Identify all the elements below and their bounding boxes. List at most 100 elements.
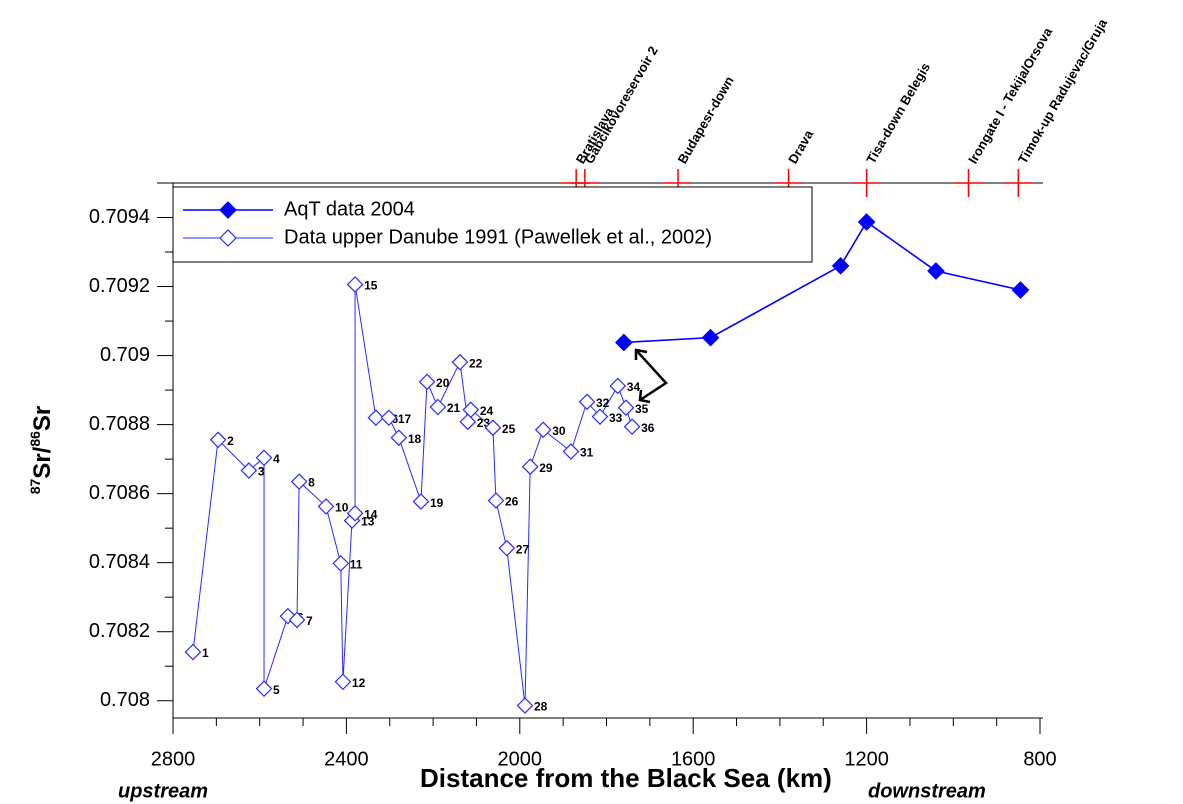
point bbox=[498, 539, 516, 557]
point bbox=[346, 504, 364, 522]
point bbox=[429, 398, 447, 416]
point bbox=[459, 413, 477, 431]
point bbox=[614, 333, 633, 352]
point-label: 4 bbox=[273, 452, 280, 466]
arrow bbox=[634, 348, 668, 404]
annotation: upstream bbox=[118, 780, 208, 802]
point bbox=[451, 353, 469, 371]
point-label: 11 bbox=[350, 558, 363, 572]
legend-box bbox=[172, 186, 813, 263]
x-tick-label: 2800 bbox=[151, 748, 196, 770]
series-line bbox=[192, 284, 633, 706]
point-label: 24 bbox=[480, 404, 494, 418]
point-label: 21 bbox=[447, 401, 461, 415]
point bbox=[487, 492, 505, 509]
point bbox=[317, 498, 335, 515]
y-tick-label: 0.7094 bbox=[89, 206, 150, 228]
y-tick-label: 0.7084 bbox=[89, 551, 150, 573]
y-tick-label: 0.7086 bbox=[89, 482, 150, 504]
point bbox=[332, 555, 350, 572]
y-tick-label: 0.7088 bbox=[89, 413, 150, 435]
point bbox=[367, 409, 385, 427]
point-label: 8 bbox=[308, 476, 315, 490]
site-marker bbox=[852, 169, 881, 197]
point-label: 5 bbox=[273, 683, 280, 697]
point-label: 25 bbox=[502, 422, 516, 436]
point-label: 32 bbox=[596, 396, 610, 410]
point-label: 22 bbox=[469, 356, 483, 370]
point bbox=[562, 443, 580, 460]
point bbox=[380, 409, 398, 427]
point-label: 26 bbox=[505, 495, 519, 509]
x-tick-label: 800 bbox=[1023, 748, 1056, 770]
point bbox=[255, 680, 273, 698]
point-label: 33 bbox=[609, 411, 623, 425]
point bbox=[578, 393, 596, 411]
point bbox=[462, 401, 480, 419]
point-label: 15 bbox=[364, 279, 378, 293]
point bbox=[184, 643, 202, 661]
point-label: 36 bbox=[641, 421, 655, 435]
x-tick-label: 2400 bbox=[324, 748, 369, 770]
point bbox=[279, 607, 297, 625]
y-label-part: 86 bbox=[27, 431, 43, 447]
point-label: 19 bbox=[430, 496, 444, 510]
point bbox=[623, 418, 641, 436]
point bbox=[334, 673, 352, 691]
point-label: 3 bbox=[258, 465, 265, 479]
site-label: Gabcikovoreservoir 2 bbox=[581, 44, 660, 167]
site-label: Timok-up Radujevac/Gruja bbox=[1015, 16, 1111, 167]
point bbox=[412, 493, 430, 510]
y-tick-label: 0.708 bbox=[100, 689, 150, 711]
annotation: downstream bbox=[868, 780, 986, 802]
series-line bbox=[623, 220, 1021, 344]
point-label: 13 bbox=[361, 515, 375, 529]
point-label: 12 bbox=[352, 676, 366, 690]
point bbox=[534, 421, 552, 439]
point bbox=[290, 473, 308, 490]
legend-marker bbox=[219, 229, 237, 247]
point bbox=[418, 373, 436, 391]
y-tick-label: 0.709 bbox=[100, 344, 150, 366]
point-label: 30 bbox=[552, 424, 566, 438]
y-axis-label: 87Sr/86Sr bbox=[27, 406, 57, 495]
point-label: 31 bbox=[580, 446, 594, 460]
site-label: Drava bbox=[785, 127, 816, 166]
point-label: 20 bbox=[436, 376, 450, 390]
point bbox=[617, 399, 635, 417]
legend-label: Data upper Danube 1991 (Pawellek et al.,… bbox=[284, 226, 712, 248]
point bbox=[831, 256, 850, 275]
point-label: 18 bbox=[408, 432, 422, 446]
point-label: 14 bbox=[364, 507, 378, 521]
x-tick-label: 1200 bbox=[844, 748, 889, 770]
site-label: Irongate I - Tekija/Orsova bbox=[965, 24, 1056, 166]
site-marker bbox=[1004, 169, 1033, 197]
x-axis-label: Distance from the Black Sea (km) bbox=[420, 763, 832, 793]
point bbox=[484, 419, 502, 437]
x-tick-label: 1600 bbox=[671, 748, 716, 770]
point-label: 2 bbox=[227, 434, 234, 448]
point-label: 27 bbox=[516, 542, 530, 556]
site-label: Tisa-down Belegis bbox=[863, 60, 933, 166]
point-label: 35 bbox=[635, 402, 649, 416]
point-label: 29 bbox=[539, 461, 553, 475]
y-label-part: Sr bbox=[29, 406, 56, 431]
y-label-part: Sr/ bbox=[29, 446, 56, 478]
point bbox=[609, 377, 627, 395]
y-label-part: 87 bbox=[27, 478, 43, 494]
point bbox=[927, 262, 945, 280]
site-marker bbox=[954, 169, 983, 197]
point bbox=[591, 408, 609, 426]
point bbox=[288, 611, 306, 629]
site-label: Budapesr-down bbox=[675, 74, 737, 167]
point-label: 10 bbox=[335, 501, 349, 515]
point-label: 7 bbox=[306, 614, 313, 628]
point-label: 34 bbox=[627, 380, 641, 394]
point bbox=[1011, 281, 1030, 299]
point bbox=[240, 462, 258, 479]
point bbox=[521, 458, 539, 476]
point bbox=[516, 697, 534, 714]
legend-label: AqT data 2004 bbox=[284, 198, 415, 220]
legend-marker bbox=[219, 201, 237, 219]
